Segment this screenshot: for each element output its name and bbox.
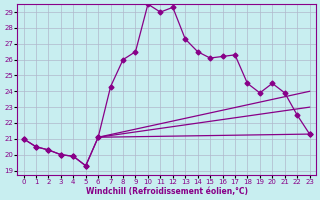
X-axis label: Windchill (Refroidissement éolien,°C): Windchill (Refroidissement éolien,°C): [85, 187, 248, 196]
